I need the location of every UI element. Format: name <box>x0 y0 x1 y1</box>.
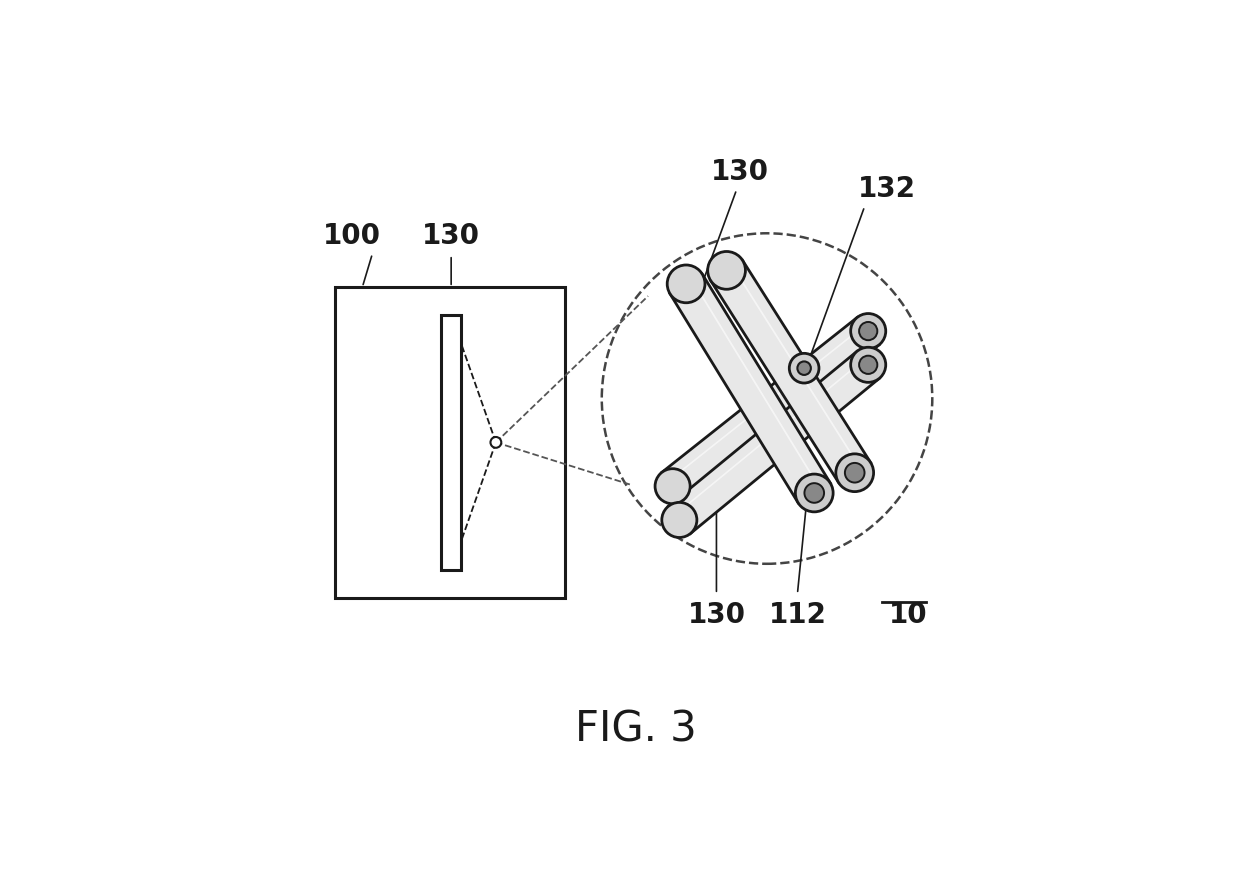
Circle shape <box>805 484 825 503</box>
Circle shape <box>851 347 885 382</box>
Text: 100: 100 <box>324 223 381 251</box>
Circle shape <box>708 251 745 289</box>
Circle shape <box>655 469 691 504</box>
Circle shape <box>797 362 811 375</box>
Circle shape <box>667 265 706 303</box>
Bar <box>335 287 564 597</box>
Text: 130: 130 <box>422 223 480 251</box>
Circle shape <box>844 463 864 483</box>
Polygon shape <box>670 274 831 503</box>
Text: 130: 130 <box>711 158 769 186</box>
Circle shape <box>790 353 818 383</box>
Text: 10: 10 <box>888 601 928 629</box>
Circle shape <box>601 233 932 564</box>
Text: T: T <box>670 502 683 522</box>
Circle shape <box>859 322 878 340</box>
Bar <box>441 315 461 569</box>
Circle shape <box>836 454 874 491</box>
Text: 130: 130 <box>687 601 745 629</box>
Circle shape <box>662 503 697 538</box>
Polygon shape <box>662 317 879 500</box>
Circle shape <box>795 474 833 512</box>
Circle shape <box>851 314 885 349</box>
Circle shape <box>491 437 501 448</box>
Polygon shape <box>711 260 870 483</box>
Text: FIG. 3: FIG. 3 <box>574 708 697 750</box>
Text: 132: 132 <box>858 175 916 203</box>
Text: 112: 112 <box>769 601 826 629</box>
Circle shape <box>859 356 878 374</box>
Polygon shape <box>668 351 879 533</box>
